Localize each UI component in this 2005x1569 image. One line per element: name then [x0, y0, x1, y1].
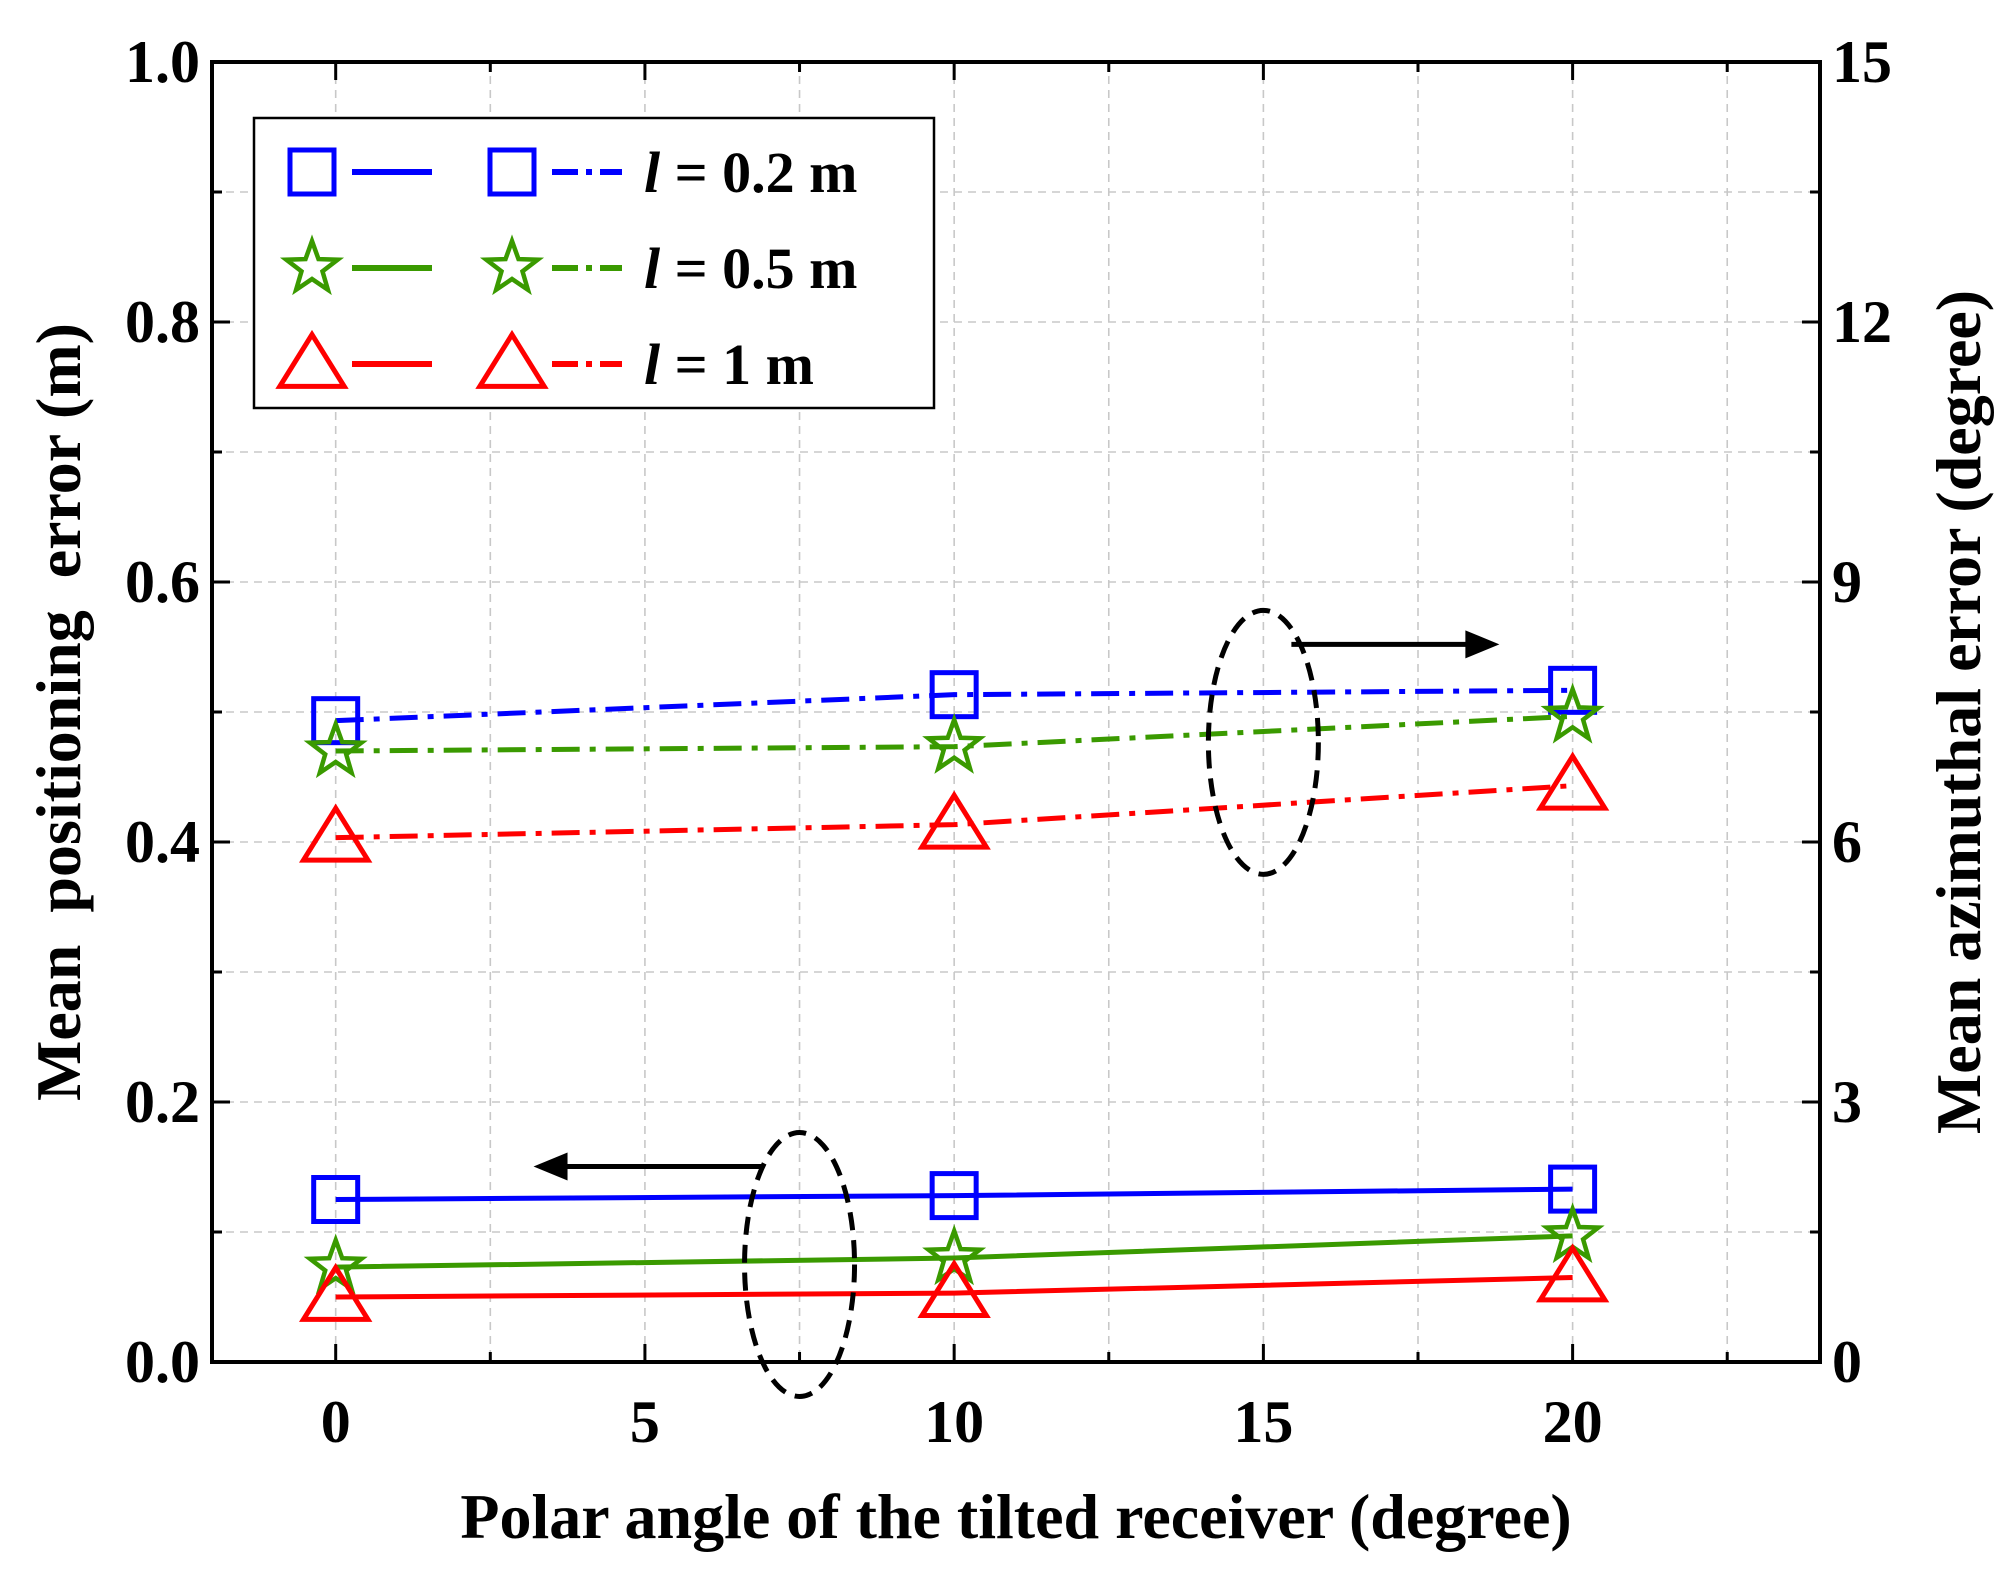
- x-axis-title: Polar angle of the tilted receiver (degr…: [460, 1481, 1571, 1552]
- y-left-tick-label: 0.8: [125, 289, 200, 355]
- legend-label: l = 1 m: [644, 332, 814, 397]
- y-left-tick-label: 0.4: [125, 809, 200, 875]
- data-point-square: [1548, 665, 1598, 715]
- axis-ticks: [212, 60, 1820, 1364]
- y-right-tick-label: 6: [1832, 809, 1862, 875]
- y-left-tick-label: 0.6: [125, 549, 200, 615]
- y-left-tick-label: 0.0: [125, 1329, 200, 1395]
- annotation-arrow-head: [533, 1152, 568, 1181]
- data-point-square: [929, 1171, 979, 1221]
- y-right-tick-label: 0: [1832, 1329, 1862, 1395]
- legend-marker-square: [287, 147, 337, 197]
- x-tick-label: 10: [924, 1389, 984, 1455]
- annotation-arrow-head: [1465, 630, 1500, 659]
- axis-labels: 0 5 10 15 20 0.0 0.2 0.4 0.6 0.8 1.0 0 3 6 9 12 15 Polar …: [23, 29, 1994, 1552]
- legend-entry: l = 0.5 m: [279, 234, 858, 301]
- x-tick-label: 15: [1233, 1389, 1293, 1455]
- series-line: [335, 1186, 1573, 1202]
- legend-label: l = 0.5 m: [644, 236, 858, 301]
- annotation-right: [1205, 607, 1500, 877]
- legend-box: [252, 116, 936, 410]
- legend: l = 0.2 m l = 0.5 m l = 1 m: [252, 116, 936, 410]
- y-left-tick-label: 1.0: [125, 29, 200, 95]
- legend-marker-triangle: [475, 329, 549, 389]
- data-point-square: [311, 696, 361, 746]
- legend-entry: l = 1 m: [275, 329, 814, 397]
- data-point-triangle: [917, 1258, 991, 1318]
- legend-label: l = 0.2 m: [644, 140, 858, 205]
- grid: [212, 62, 1820, 1362]
- series-line: [335, 783, 1573, 841]
- legend-entry: l = 0.2 m: [287, 140, 858, 205]
- data-point-square: [311, 1175, 361, 1224]
- y-right-tick-label: 15: [1832, 29, 1892, 95]
- y-right-axis-title: Mean azimuthal error (degree): [1923, 290, 1994, 1134]
- data-point-triangle: [298, 1262, 373, 1322]
- annotation-left: [533, 1130, 858, 1399]
- data-point-triangle: [1535, 1243, 1610, 1303]
- data-point-star: [922, 712, 987, 774]
- y-left-tick-label: 0.2: [125, 1069, 200, 1135]
- x-tick-label: 20: [1543, 1389, 1603, 1455]
- legend-marker-triangle: [275, 329, 349, 389]
- y-right-tick-label: 12: [1832, 289, 1892, 355]
- series-line: [335, 1275, 1573, 1300]
- data-point-star: [922, 1224, 987, 1286]
- x-tick-label: 5: [630, 1389, 660, 1455]
- data-point-triangle: [917, 790, 991, 850]
- series-line: [335, 687, 1573, 724]
- legend-marker-star: [279, 234, 345, 296]
- data-point-star: [1540, 682, 1605, 744]
- y-right-tick-label: 9: [1832, 549, 1862, 615]
- x-tick-label: 0: [321, 1389, 351, 1455]
- data-point-triangle: [1535, 751, 1610, 811]
- data-point-star: [303, 1233, 368, 1295]
- plot-series: [298, 665, 1610, 1322]
- y-left-axis-title: Mean positioning error (m): [23, 323, 94, 1101]
- data-point-triangle: [298, 803, 373, 863]
- data-point-star: [303, 717, 368, 779]
- annotation-ellipse: [742, 1130, 858, 1399]
- series-line: [335, 713, 1573, 754]
- annotations: [533, 607, 1500, 1399]
- legend-marker-square: [487, 147, 537, 197]
- legend-marker-star: [479, 234, 545, 296]
- y-right-tick-label: 3: [1832, 1069, 1862, 1135]
- annotation-ellipse: [1205, 607, 1321, 877]
- series-line: [335, 1233, 1573, 1270]
